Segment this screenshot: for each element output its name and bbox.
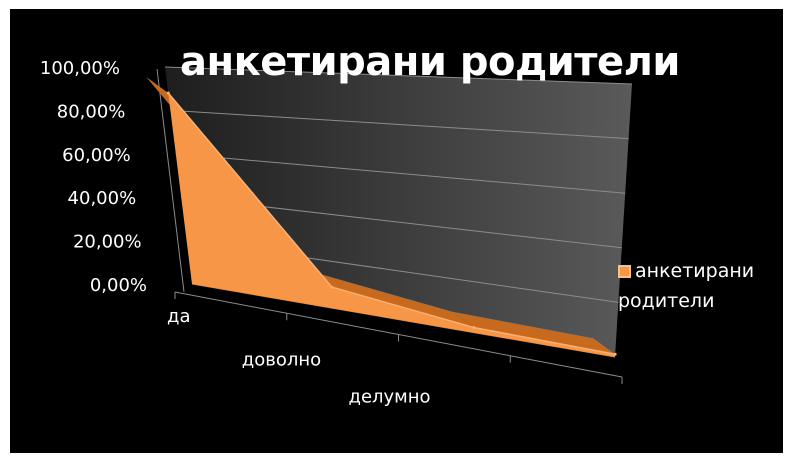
chart-plot: 0,00% 20,00% 40,00% 60,00% 80,00% 100,00% да д… <box>40 58 633 408</box>
chart-title: анкетирани родители <box>180 39 680 85</box>
x-tick-label: доволно <box>242 349 321 370</box>
y-tick-label: 20,00% <box>73 232 142 253</box>
y-tick-label: 60,00% <box>62 145 131 166</box>
area-top-face <box>452 311 616 355</box>
gridline <box>170 109 629 140</box>
data-point <box>472 326 476 330</box>
y-axis-line <box>156 68 185 293</box>
gridline <box>164 66 633 85</box>
area-front-face <box>168 93 616 357</box>
data-point <box>166 91 170 95</box>
chart-area: 0,00% 20,00% 40,00% 60,00% 80,00% 100,00% да д… <box>10 9 783 453</box>
data-point <box>330 285 334 289</box>
legend-swatch <box>618 265 631 278</box>
gridline <box>175 153 626 194</box>
legend-label: анкетирани родители <box>618 260 755 312</box>
y-tick-label: 80,00% <box>57 101 126 122</box>
x-tick-label: делумно <box>349 387 431 408</box>
legend: анкетирани родители <box>618 256 783 316</box>
area-top-edge <box>167 92 616 356</box>
area-top-face <box>309 271 475 328</box>
y-tick-label: 100,00% <box>40 58 120 79</box>
data-point <box>613 352 617 356</box>
x-tick-label: да <box>167 306 190 327</box>
y-tick-label: 0,00% <box>90 275 147 296</box>
y-tick-label: 40,00% <box>68 188 137 209</box>
